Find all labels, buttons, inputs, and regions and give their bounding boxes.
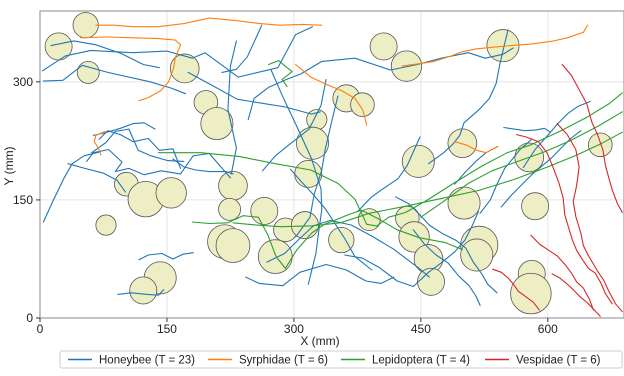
- trajectory-line: [515, 134, 613, 305]
- trajectory-line: [41, 26, 314, 78]
- flower-patch: [169, 53, 200, 84]
- flower-patch: [447, 128, 478, 159]
- trajectory-line: [95, 17, 323, 28]
- trajectory-line: [138, 67, 175, 102]
- trajectory-line: [67, 163, 127, 193]
- flower-patch: [369, 32, 398, 61]
- flower-patch: [447, 186, 481, 220]
- flower-patch: [218, 170, 248, 201]
- trajectory-line: [357, 136, 421, 212]
- series-lepidoptera: [157, 60, 623, 269]
- trajectory-line: [247, 47, 514, 121]
- trajectory-line: [454, 141, 499, 154]
- trajectory-line: [191, 209, 463, 269]
- flower-patch: [296, 126, 330, 160]
- trajectory-line: [270, 69, 323, 285]
- trajectory-line: [530, 234, 595, 311]
- x-tick-label: 0: [37, 322, 44, 336]
- flower-patch: [417, 267, 445, 296]
- series-honeybee: [41, 24, 591, 306]
- trajectory-line: [80, 36, 182, 69]
- flower-patch: [215, 228, 251, 263]
- trajectory-line: [50, 40, 160, 69]
- trajectory-line: [138, 252, 194, 261]
- trajectory-line: [267, 60, 293, 88]
- axes: 0 150 300 450 600 0 150 300: [13, 10, 624, 336]
- trajectory-line: [157, 92, 623, 227]
- trajectory-line: [262, 78, 327, 172]
- trajectory-line: [91, 128, 185, 162]
- trajectory-line: [295, 95, 339, 238]
- trajectory-line: [394, 196, 498, 294]
- flower-patch: [95, 214, 117, 236]
- y-tick-label: 300: [13, 75, 33, 89]
- trajectory-line: [42, 64, 187, 95]
- y-axis-label: Y (mm): [2, 146, 16, 185]
- trajectory-line: [295, 63, 368, 126]
- flower-patch: [401, 144, 435, 178]
- trajectory-line: [503, 126, 551, 133]
- trajectory-line: [86, 148, 231, 179]
- flower-patch: [76, 60, 100, 84]
- trajectory-line: [92, 122, 156, 136]
- trajectory-line: [266, 219, 430, 278]
- flower-patch: [250, 197, 279, 225]
- flower-patch: [129, 276, 158, 305]
- legend: Honeybee (T = 23) Syrphidae (T = 6) Lepido…: [59, 350, 623, 369]
- trajectory-line: [172, 158, 234, 175]
- series-syrphidae: [80, 17, 589, 156]
- trajectory-line: [221, 24, 263, 73]
- trajectory-line: [187, 71, 321, 115]
- plot-frame: [39, 10, 624, 319]
- trajectory-line: [227, 40, 237, 175]
- trajectory-line: [93, 130, 106, 156]
- flower-patch: [398, 221, 430, 253]
- legend-label: Vespidae (T = 6): [516, 355, 601, 367]
- trajectory-line: [289, 168, 373, 271]
- trajectory-line: [42, 151, 101, 223]
- x-tick-label: 450: [411, 322, 431, 336]
- series-vespidae: [492, 63, 623, 317]
- x-tick-label: 150: [157, 322, 177, 336]
- x-tick-label: 300: [284, 322, 304, 336]
- trajectory-line: [245, 263, 395, 287]
- trajectory-line: [561, 63, 623, 214]
- legend-label: Syrphidae (T = 6): [239, 355, 328, 367]
- flower-patch: [218, 197, 241, 221]
- legend-label: Lepidoptera (T = 4): [372, 355, 470, 367]
- flower-patch: [155, 177, 187, 209]
- trajectory-line: [344, 211, 479, 288]
- flower-patch: [328, 226, 355, 254]
- trajectory-line: [479, 139, 532, 214]
- trajectory-line: [551, 273, 601, 317]
- plot-area: [41, 12, 623, 317]
- flower-patch: [200, 107, 234, 141]
- trajectory-line: [232, 131, 623, 228]
- trajectory-line: [420, 111, 623, 218]
- x-axis-label: X (mm): [300, 334, 339, 348]
- trajectory-line: [412, 229, 481, 306]
- flower-patch: [588, 132, 613, 158]
- flower-patch: [257, 239, 293, 274]
- flower-patch: [390, 50, 423, 82]
- trajectory-line: [492, 268, 540, 311]
- x-tick-label: 600: [538, 322, 558, 336]
- flower-patch: [460, 238, 494, 272]
- trajectory-line: [117, 289, 165, 296]
- flower-patch: [72, 12, 99, 39]
- y-tick-label: 0: [26, 311, 33, 325]
- flower-patch: [510, 272, 552, 315]
- flower-patch: [350, 92, 375, 117]
- trajectory-line: [427, 29, 509, 165]
- flower-patch: [44, 32, 73, 61]
- y-tick-label: 150: [13, 193, 33, 207]
- trajectory-line: [401, 24, 589, 67]
- flower-patch: [486, 29, 520, 63]
- flower-patch: [521, 192, 550, 221]
- legend-label: Honeybee (T = 23): [99, 355, 195, 367]
- trajectory-line: [556, 123, 623, 313]
